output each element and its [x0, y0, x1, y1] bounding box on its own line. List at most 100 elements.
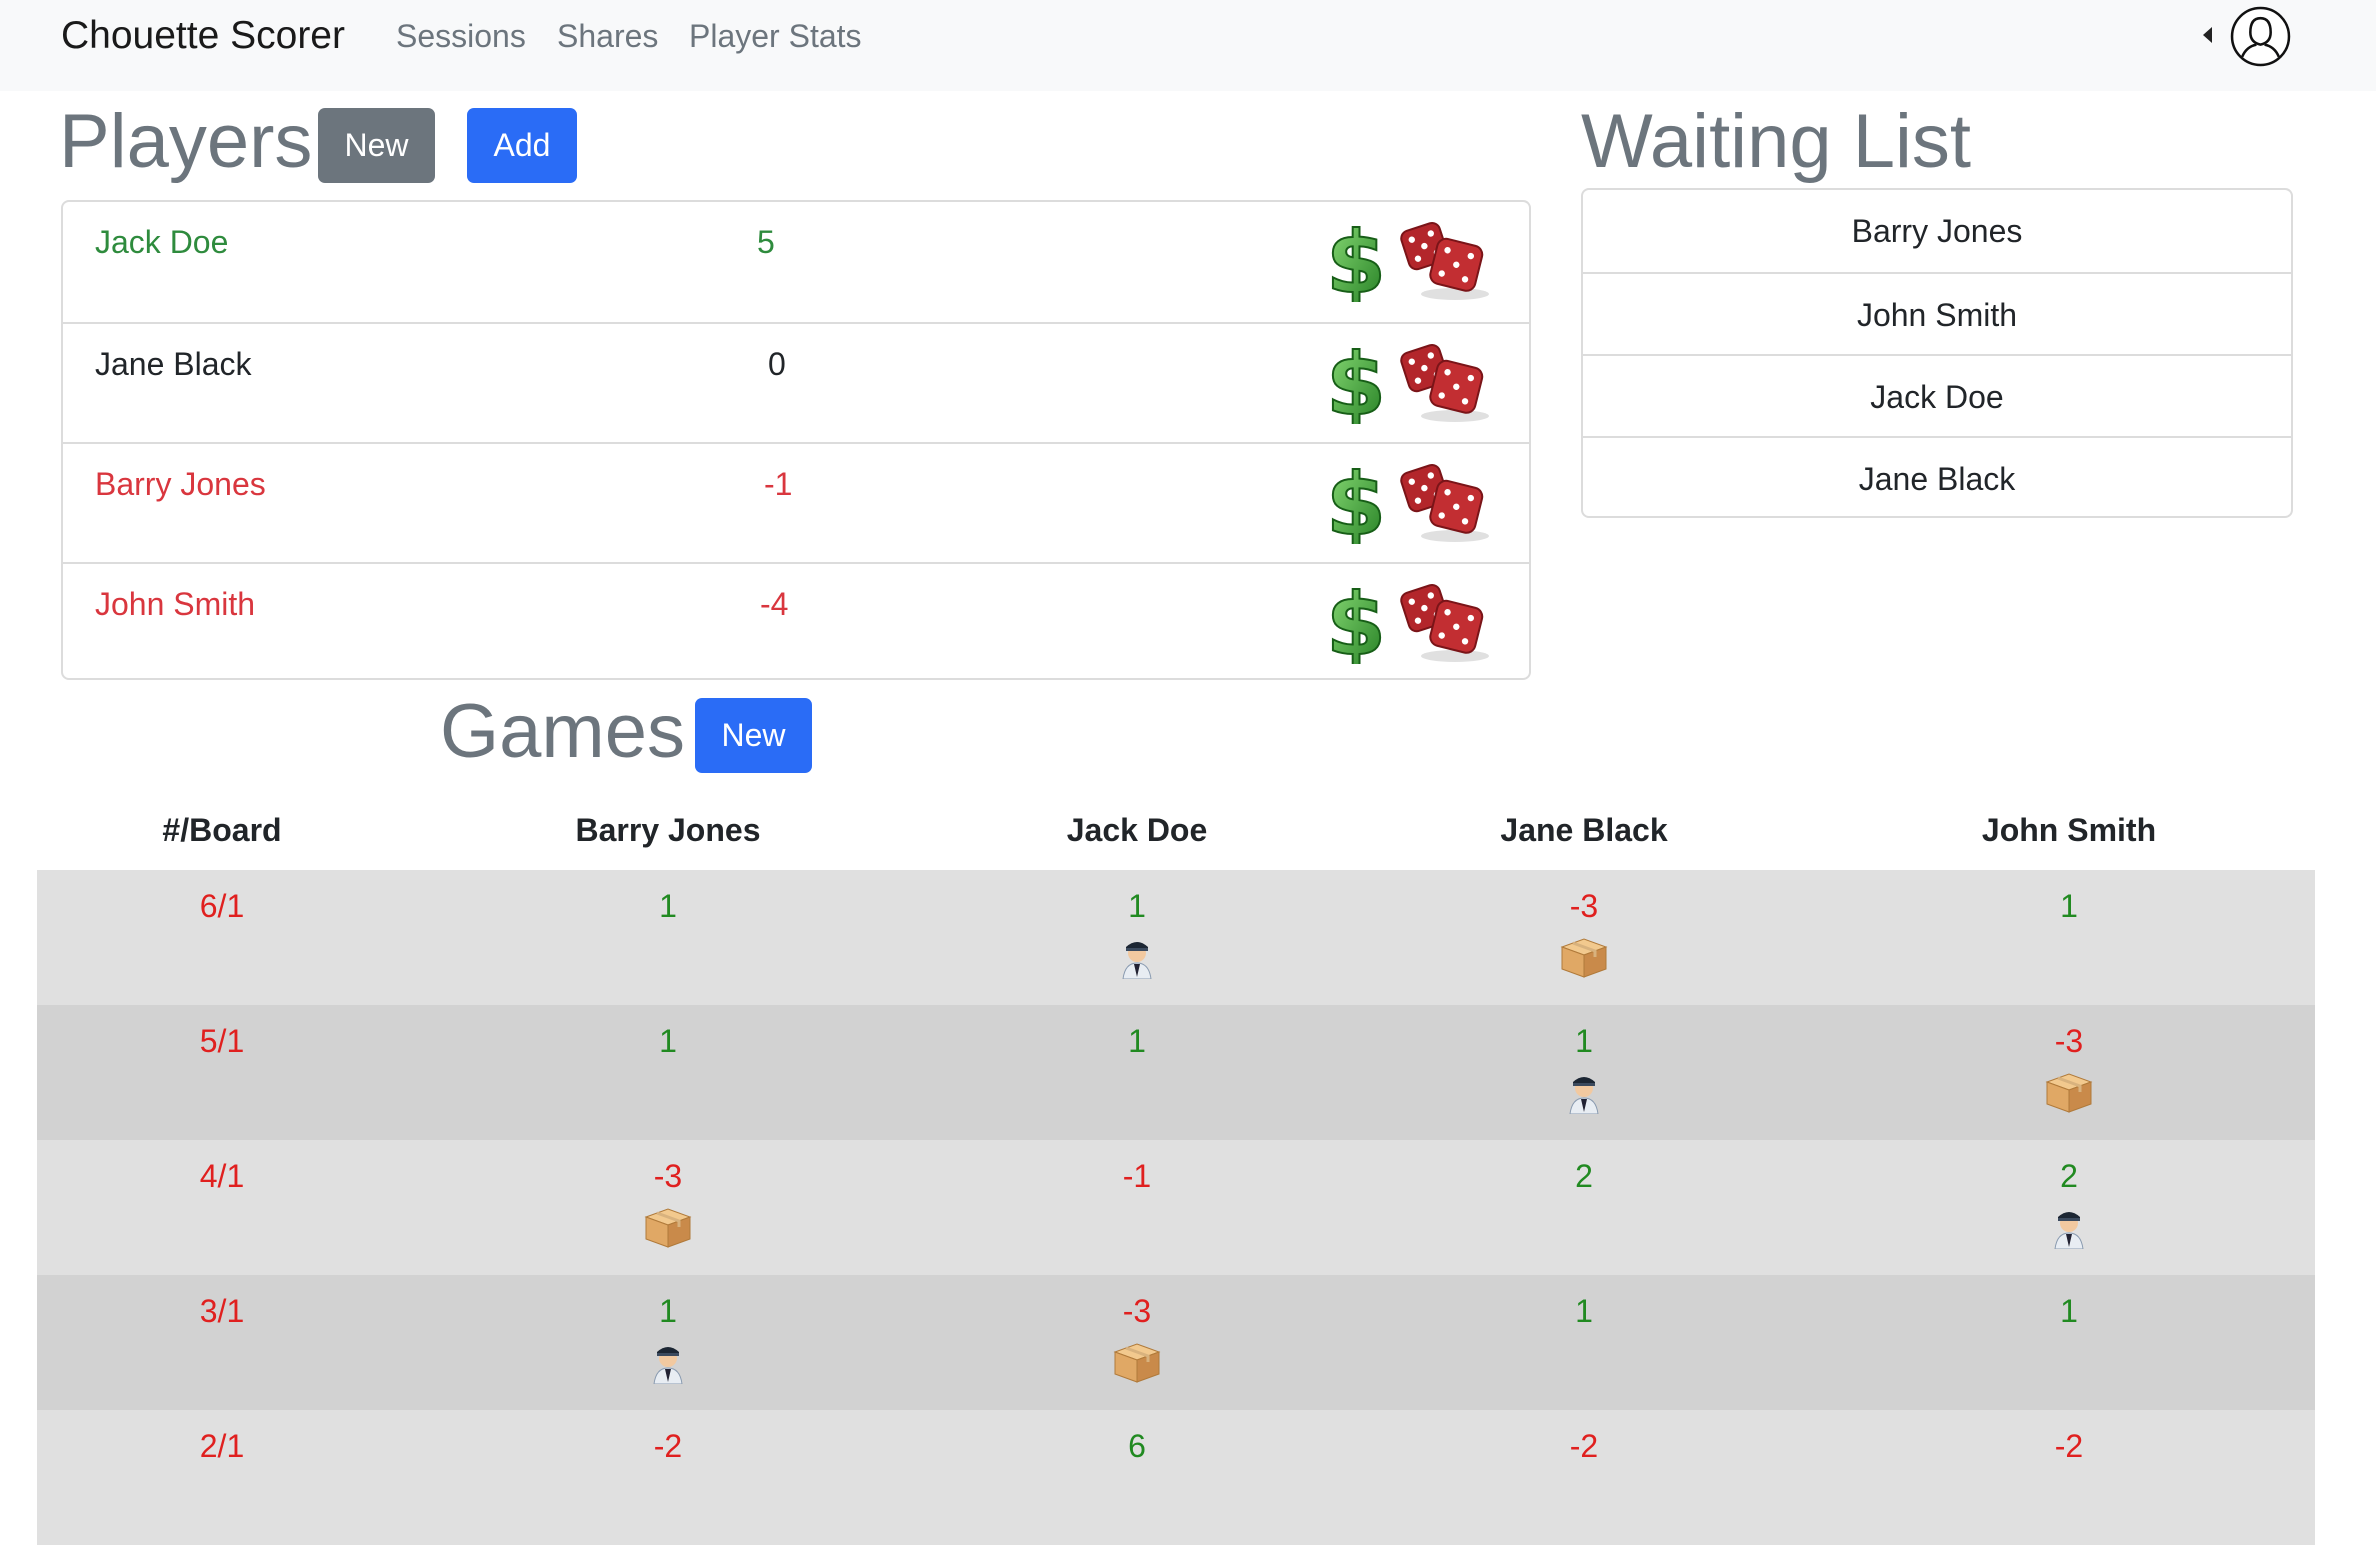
score-cell: -2 [1570, 1428, 1598, 1465]
score-value: 1 [1128, 1023, 1146, 1059]
box-icon [1558, 933, 1610, 987]
score-value: 1 [1575, 1023, 1593, 1059]
score-cell: 1 [1117, 888, 1157, 987]
caret-left-icon[interactable] [2203, 27, 2212, 43]
dice-icon[interactable] [1399, 340, 1491, 429]
board-number[interactable]: 5/1 [199, 1023, 245, 1059]
add-player-button[interactable]: Add [467, 108, 577, 183]
player-score: 5 [757, 224, 775, 260]
dice-icon[interactable] [1399, 580, 1491, 669]
score-cell: 2 [1575, 1158, 1593, 1195]
column-header: Barry Jones [575, 812, 761, 848]
player-score: -1 [764, 466, 793, 502]
score-cell: 1 [648, 1293, 688, 1392]
score-value: -1 [1122, 1158, 1152, 1194]
dollar-icon[interactable]: $ [1325, 574, 1387, 676]
waiting-list-item[interactable]: Barry Jones [1851, 212, 2023, 249]
table-row[interactable]: 4/1 -3 -1 2 2 [37, 1140, 2315, 1275]
score-value: -3 [1569, 888, 1599, 924]
score-cell: -2 [2055, 1428, 2083, 1465]
new-player-button[interactable]: New [318, 108, 435, 183]
dollar-icon[interactable]: $ [1325, 454, 1387, 556]
dollar-icon[interactable]: $ [1325, 212, 1387, 314]
app-brand[interactable]: Chouette Scorer [61, 14, 345, 57]
waiting-list-item[interactable]: John Smith [1583, 272, 2291, 356]
table-row[interactable]: 5/1 1 1 1 -3 [37, 1005, 2315, 1140]
score-value: 1 [1128, 888, 1146, 924]
board-number[interactable]: 4/1 [199, 1158, 245, 1194]
box-icon [2043, 1068, 2095, 1122]
score-cell: 1 [659, 1023, 677, 1060]
score-cell: -3 [2043, 1023, 2095, 1122]
score-value: 1 [659, 1293, 677, 1329]
score-cell: 1 [659, 888, 677, 925]
score-value: 1 [2060, 1293, 2078, 1329]
score-value: 6 [1128, 1428, 1146, 1464]
score-cell: 6 [1128, 1428, 1146, 1465]
score-cell: 1 [1128, 1023, 1146, 1060]
nav-link-shares[interactable]: Shares [557, 18, 659, 54]
column-header: Jane Black [1500, 812, 1668, 848]
box-icon [642, 1203, 694, 1257]
captain-icon [648, 1338, 688, 1392]
players-title: Players [59, 99, 313, 184]
captain-icon [1564, 1068, 1604, 1122]
score-value: -3 [1122, 1293, 1152, 1329]
score-cell: -3 [1111, 1293, 1163, 1392]
score-value: -3 [2054, 1023, 2084, 1059]
table-row[interactable]: 2/1 -2 6 -2 -2 [37, 1410, 2315, 1545]
captain-icon [1117, 933, 1157, 987]
player-score: 0 [768, 346, 786, 382]
column-header: #/Board [162, 812, 282, 848]
player-score: -4 [760, 586, 789, 622]
score-value: 2 [1575, 1158, 1593, 1194]
player-row[interactable]: Barry Jones -1 $ [63, 442, 1529, 562]
games-table-header: #/Board Barry Jones Jack Doe Jane Black John… [37, 800, 2315, 868]
score-value: 1 [2060, 888, 2078, 924]
user-avatar-icon[interactable] [2230, 6, 2291, 67]
svg-text:$: $ [1326, 342, 1386, 424]
waiting-list-item[interactable]: Jane Black [1583, 436, 2291, 520]
score-cell: -1 [1123, 1158, 1151, 1195]
board-number[interactable]: 3/1 [199, 1293, 245, 1329]
captain-icon [2049, 1203, 2089, 1257]
nav-link-sessions[interactable]: Sessions [396, 18, 526, 54]
dollar-icon[interactable]: $ [1325, 334, 1387, 436]
score-cell: 1 [1575, 1293, 1593, 1330]
score-cell: 1 [2060, 888, 2078, 925]
dice-icon[interactable] [1399, 218, 1491, 307]
table-row[interactable]: 6/1 1 1 -3 1 [37, 870, 2315, 1005]
dice-icon[interactable] [1399, 460, 1491, 549]
board-number[interactable]: 2/1 [199, 1428, 245, 1464]
player-row[interactable]: John Smith -4 $ [63, 562, 1529, 682]
waiting-list-title: Waiting List [1581, 99, 1971, 184]
score-value: 2 [2060, 1158, 2078, 1194]
box-icon [1111, 1338, 1163, 1392]
column-header: John Smith [1981, 812, 2157, 848]
player-row[interactable]: Jane Black 0 $ [63, 322, 1529, 442]
score-value: -3 [653, 1158, 683, 1194]
svg-text:$: $ [1326, 220, 1386, 302]
games-title: Games [440, 689, 685, 774]
column-header: Jack Doe [1066, 812, 1208, 848]
player-name[interactable]: Jane Black [95, 346, 252, 382]
score-value: -2 [2054, 1428, 2084, 1464]
score-value: -2 [1569, 1428, 1599, 1464]
waiting-list-item[interactable]: Jack Doe [1583, 354, 2291, 438]
player-name[interactable]: Jack Doe [95, 224, 229, 260]
board-number[interactable]: 6/1 [199, 888, 245, 924]
player-name[interactable]: John Smith [95, 586, 256, 622]
table-row[interactable]: 3/1 1 -3 1 1 [37, 1275, 2315, 1410]
score-value: 1 [1575, 1293, 1593, 1329]
score-value: -2 [653, 1428, 683, 1464]
score-cell: 2 [2049, 1158, 2089, 1257]
score-value: 1 [659, 888, 677, 924]
player-name[interactable]: Barry Jones [95, 466, 266, 502]
svg-text:$: $ [1326, 582, 1386, 664]
new-game-button[interactable]: New [695, 698, 812, 773]
nav-link-player-stats[interactable]: Player Stats [689, 18, 862, 54]
player-row[interactable]: Jack Doe 5 $ [63, 202, 1529, 320]
waiting-list: Barry Jones John Smith Jack Doe Jane Black [1581, 188, 2293, 518]
score-cell: 1 [1564, 1023, 1604, 1122]
score-cell: -3 [642, 1158, 694, 1257]
